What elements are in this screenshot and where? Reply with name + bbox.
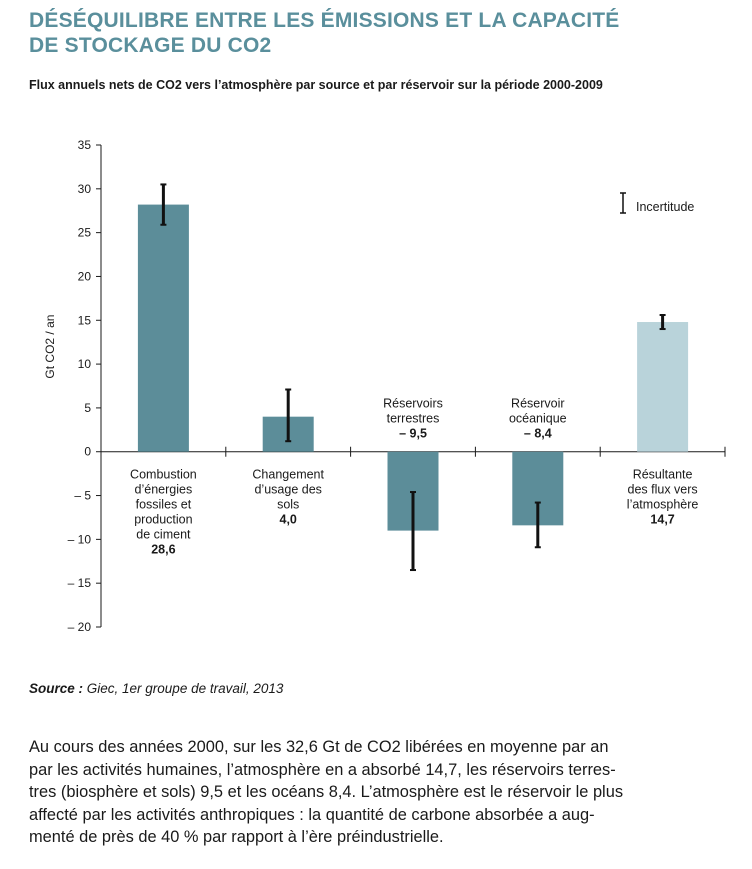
- y-tick-label: – 20: [68, 620, 92, 634]
- source-text: Giec, 1er groupe de travail, 2013: [83, 681, 284, 696]
- category-label-line: Réservoir: [511, 397, 565, 411]
- category-label-line: océanique: [509, 412, 567, 426]
- category-label-line: des flux vers: [628, 483, 698, 497]
- explanatory-paragraph: Au cours des années 2000, sur les 32,6 G…: [29, 736, 732, 849]
- y-tick-label: 25: [78, 226, 92, 240]
- y-tick-label: 20: [78, 269, 92, 283]
- data-label: – 9,5: [399, 427, 427, 441]
- y-axis-label: Gt CO2 / an: [43, 315, 57, 379]
- category-label-line: l’atmosphère: [627, 498, 699, 512]
- y-tick-label: 10: [78, 357, 92, 371]
- category-label-line: fossiles et: [136, 498, 192, 512]
- y-tick-label: 0: [84, 445, 91, 459]
- category-label-line: Changement: [252, 468, 324, 482]
- y-tick-label: 5: [84, 401, 91, 415]
- y-tick-label: – 5: [74, 489, 91, 503]
- category-label-line: de ciment: [136, 528, 191, 542]
- y-tick-label: 30: [78, 182, 92, 196]
- category-label-line: Réservoirs: [383, 397, 443, 411]
- y-tick-label: 15: [78, 313, 92, 327]
- paragraph-line: tres (biosphère et sols) 9,5 et les océa…: [29, 783, 624, 801]
- paragraph-line: affecté par les activités anthropiques :…: [29, 805, 595, 824]
- title-line-2: DE STOCKAGE DU CO2: [29, 34, 272, 57]
- category-label-line: sols: [277, 498, 299, 512]
- category-label-line: Résultante: [633, 468, 693, 482]
- data-label: – 8,4: [524, 427, 552, 441]
- legend-label: Incertitude: [636, 200, 694, 214]
- source-note: Source : Giec, 1er groupe de travail, 20…: [29, 681, 283, 696]
- category-label-line: terrestres: [387, 412, 440, 426]
- data-label: 28,6: [151, 543, 175, 557]
- category-label-line: production: [134, 513, 192, 527]
- page-title: DÉSÉQUILIBRE ENTRE LES ÉMISSIONS ET LA C…: [29, 8, 729, 58]
- data-label: 4,0: [280, 513, 297, 527]
- bar-chart: 35 30 25 20 15 10 5 0 – 5 – 10 – 15 – 20 Gt CO2 / an…: [43, 138, 726, 634]
- category-label-line: d’usage des: [254, 483, 321, 497]
- paragraph-line: par les activités humaines, l’atmosphère…: [29, 760, 616, 779]
- source-label: Source :: [29, 681, 84, 696]
- bar: [637, 322, 689, 452]
- bar: [137, 204, 189, 452]
- y-tick-label: – 15: [68, 576, 92, 590]
- category-label-line: d’énergies: [135, 483, 193, 497]
- y-tick-label: – 10: [68, 532, 92, 546]
- category-label-line: Combustion: [130, 468, 197, 482]
- paragraph-line: menté de près de 40 % par rapport à l’èr…: [29, 828, 444, 846]
- y-tick-label: 35: [78, 138, 92, 152]
- paragraph-line: Au cours des années 2000, sur les 32,6 G…: [29, 738, 609, 756]
- title-line-1: DÉSÉQUILIBRE ENTRE LES ÉMISSIONS ET LA C…: [29, 9, 620, 32]
- data-label: 14,7: [650, 513, 674, 527]
- chart-subtitle: Flux annuels nets de CO2 vers l’atmosphè…: [29, 78, 603, 92]
